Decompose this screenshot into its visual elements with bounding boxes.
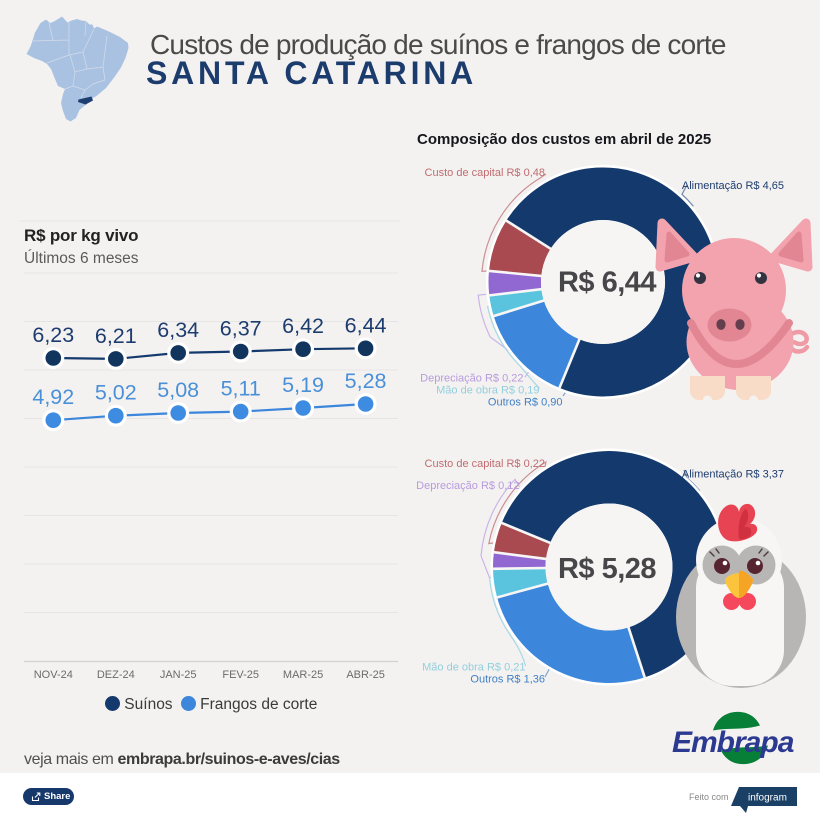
svg-text:Alimentação R$ 3,37: Alimentação R$ 3,37 [682,469,784,481]
svg-text:Alimentação R$ 4,65: Alimentação R$ 4,65 [682,180,784,192]
svg-text:Embrapa: Embrapa [672,726,794,759]
svg-text:infogram: infogram [748,793,787,804]
svg-text:Outros R$ 1,36: Outros R$ 1,36 [470,674,545,686]
svg-text:NOV-24: NOV-24 [34,669,73,681]
svg-text:6,21: 6,21 [95,324,137,348]
svg-text:Custo de capital R$ 0,22: Custo de capital R$ 0,22 [425,458,545,470]
svg-text:6,34: 6,34 [157,318,199,342]
svg-text:Depreciação R$ 0,22: Depreciação R$ 0,22 [420,373,523,385]
svg-text:6,42: 6,42 [282,314,324,338]
svg-text:Custo de capital R$ 0,48: Custo de capital R$ 0,48 [425,167,545,179]
svg-text:6,44: 6,44 [345,313,387,337]
svg-text:5,11: 5,11 [221,377,261,401]
svg-text:5,02: 5,02 [95,381,137,405]
svg-text:6,23: 6,23 [32,323,74,347]
svg-text:R$ 5,28: R$ 5,28 [558,553,656,585]
svg-text:5,28: 5,28 [345,369,387,393]
svg-text:JAN-25: JAN-25 [160,669,197,681]
svg-text:ABR-25: ABR-25 [346,669,385,681]
svg-text:R$ 6,44: R$ 6,44 [558,267,656,299]
svg-text:FEV-25: FEV-25 [222,669,259,681]
svg-text:5,08: 5,08 [157,378,199,402]
svg-text:Depreciação R$ 0,12: Depreciação R$ 0,12 [416,480,519,492]
svg-text:Outros R$ 0,90: Outros R$ 0,90 [488,397,563,409]
svg-text:6,37: 6,37 [220,317,262,341]
svg-text:MAR-25: MAR-25 [283,669,323,681]
svg-text:Mão de obra R$ 0,21: Mão de obra R$ 0,21 [422,662,525,674]
svg-text:DEZ-24: DEZ-24 [97,669,135,681]
svg-text:5,19: 5,19 [282,373,324,397]
svg-text:4,92: 4,92 [32,385,74,409]
svg-text:Mão de obra R$ 0,19: Mão de obra R$ 0,19 [436,385,539,397]
